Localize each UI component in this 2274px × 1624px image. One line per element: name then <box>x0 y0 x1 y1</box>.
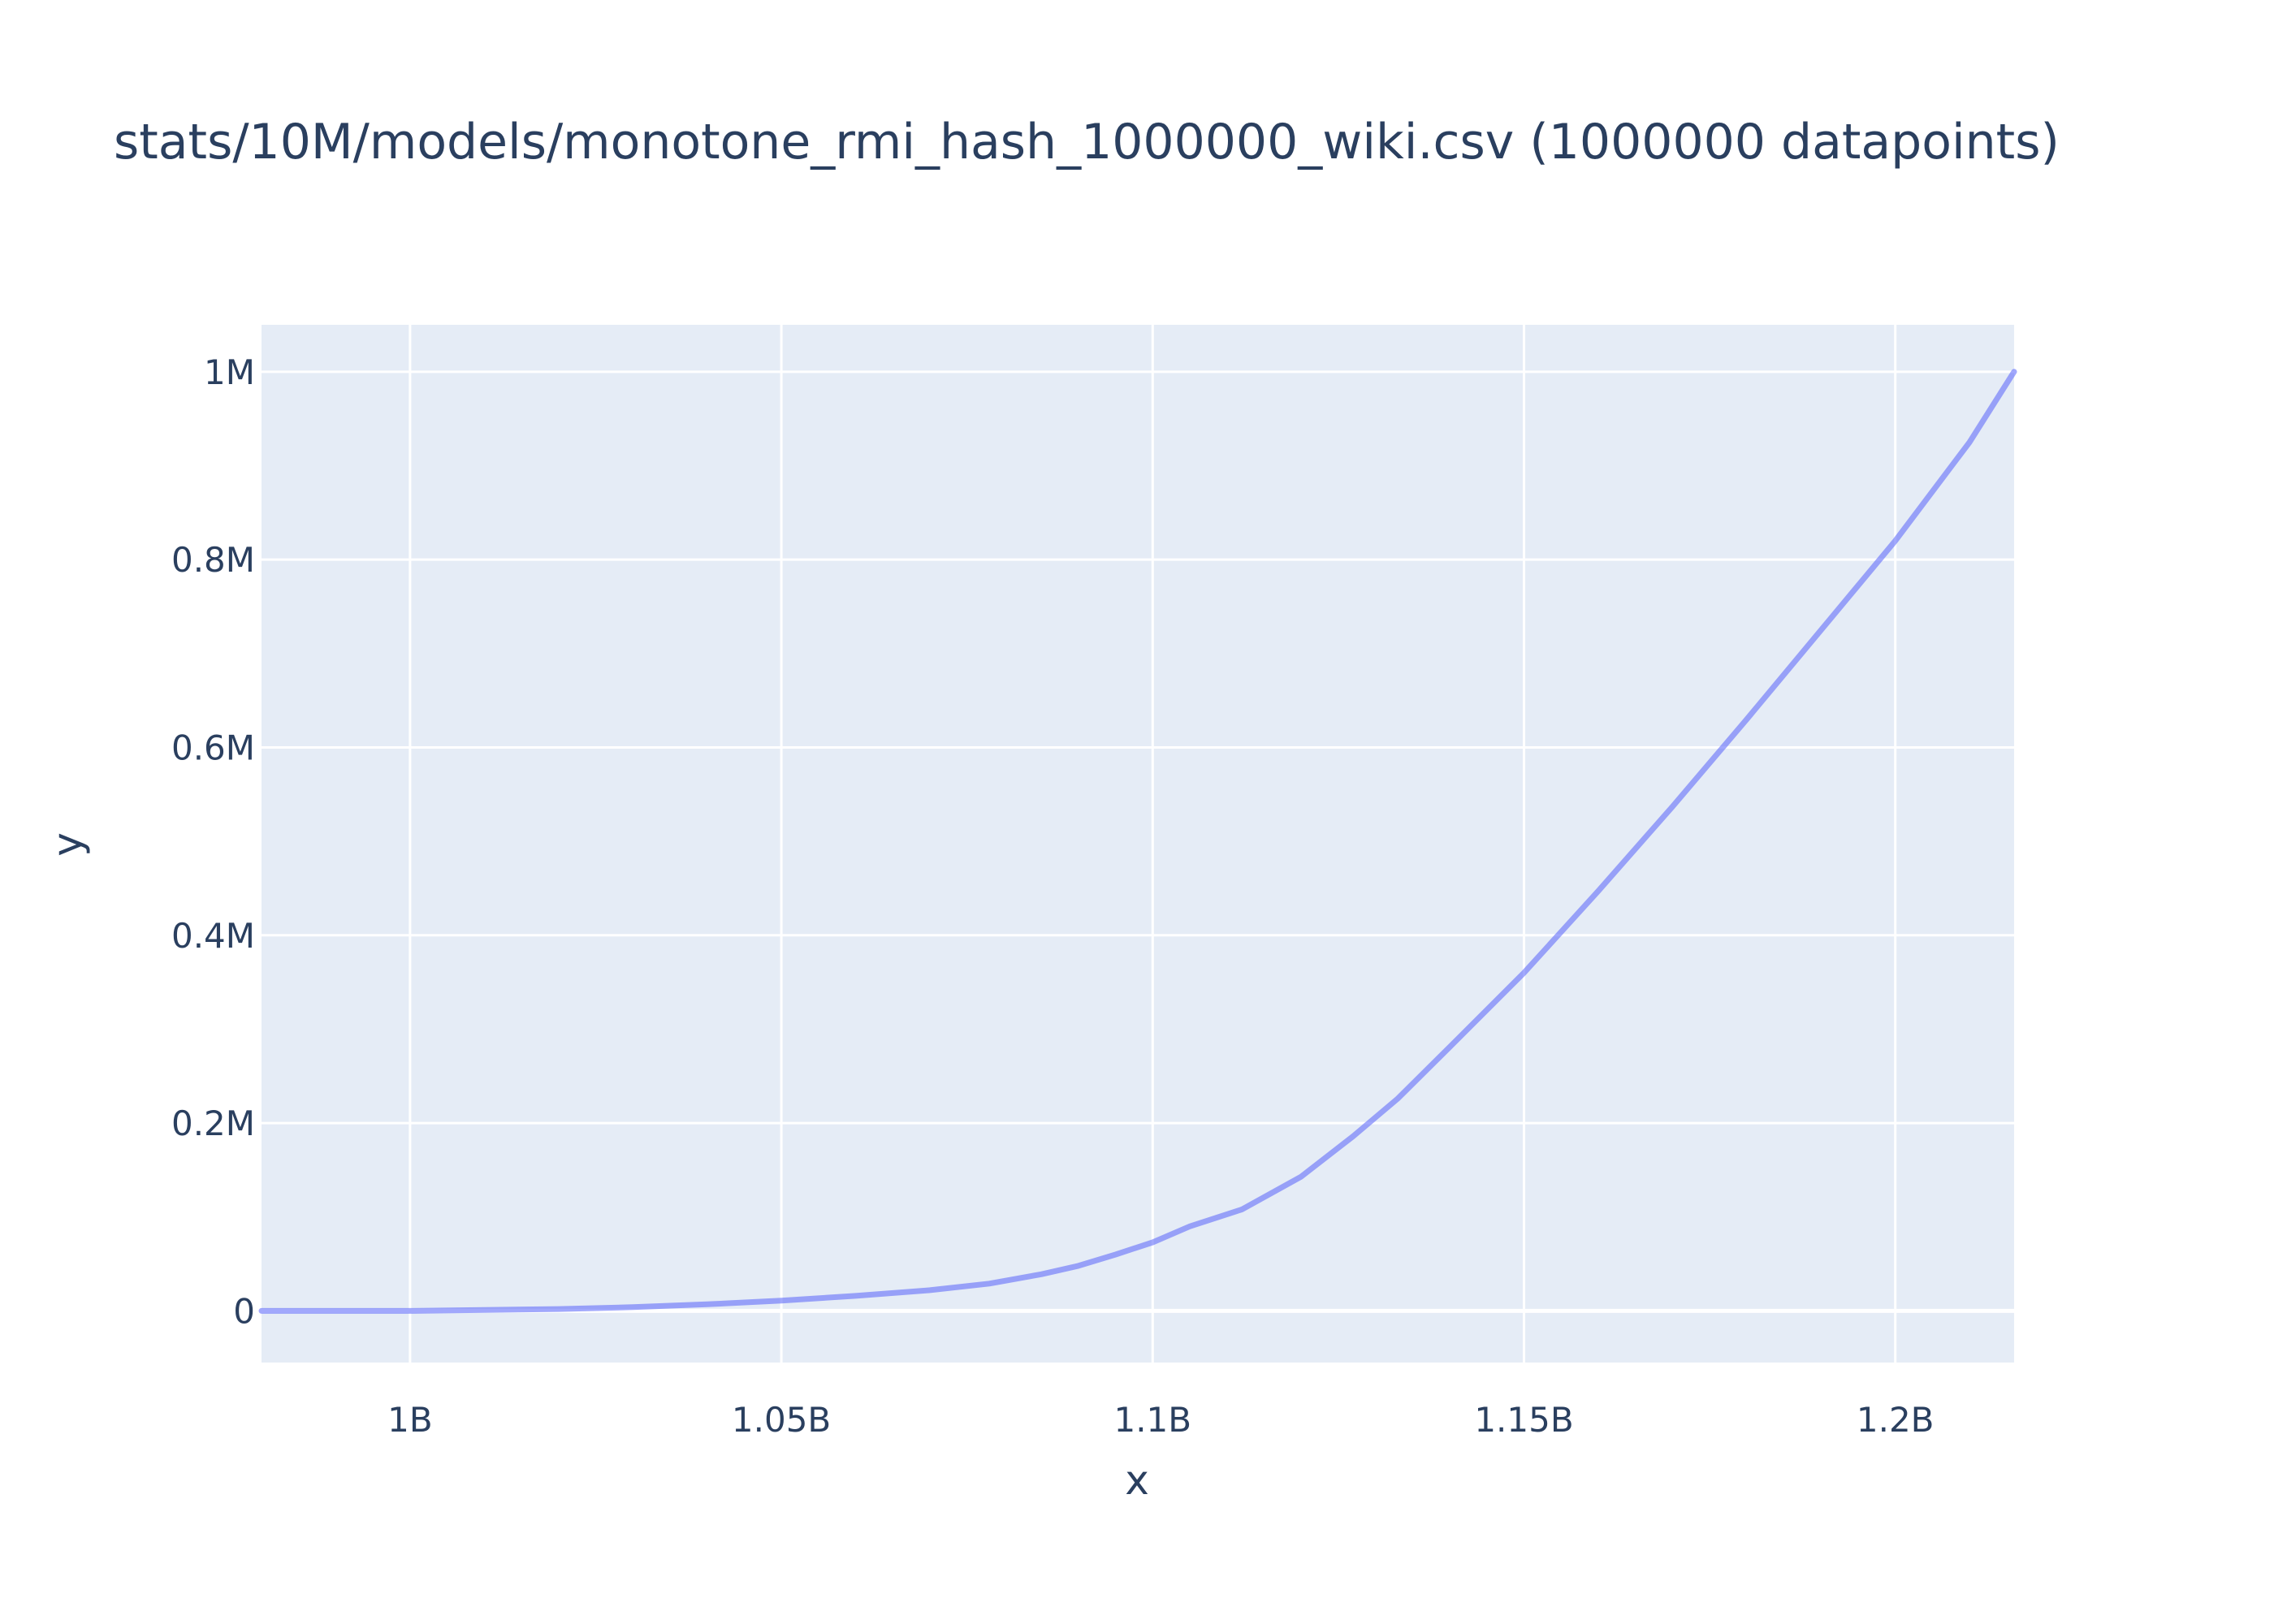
x-gridlines <box>409 325 1897 1363</box>
series-group <box>258 369 2017 1314</box>
y-tick-label-2: 0.4M <box>171 916 255 956</box>
series-line-0 <box>258 369 2017 1314</box>
x-tick-label-2: 1.1B <box>1113 1400 1191 1440</box>
y-tick-label-5: 1M <box>204 352 255 392</box>
y-tick-labels: 0 0.2M 0.4M 0.6M 0.8M 1M <box>171 352 255 1332</box>
x-axis-title: x <box>1125 1457 1149 1504</box>
x-tick-label-3: 1.15B <box>1474 1400 1573 1440</box>
x-tick-label-1: 1.05B <box>732 1400 831 1440</box>
y-tick-label-1: 0.2M <box>171 1104 255 1143</box>
chart-title: stats/10M/models/monotone_rmi_hash_10000… <box>114 114 2060 171</box>
y-tick-label-3: 0.6M <box>171 728 255 767</box>
y-tick-label-0: 0 <box>233 1291 255 1331</box>
plot-area <box>262 325 2014 1363</box>
y-axis-title: y <box>44 832 91 857</box>
x-tick-labels: 1B 1.05B 1.1B 1.15B 1.2B <box>387 1400 1934 1440</box>
y-tick-label-4: 0.8M <box>171 540 255 580</box>
x-tick-label-4: 1.2B <box>1857 1400 1935 1440</box>
x-tick-label-0: 1B <box>387 1400 433 1440</box>
